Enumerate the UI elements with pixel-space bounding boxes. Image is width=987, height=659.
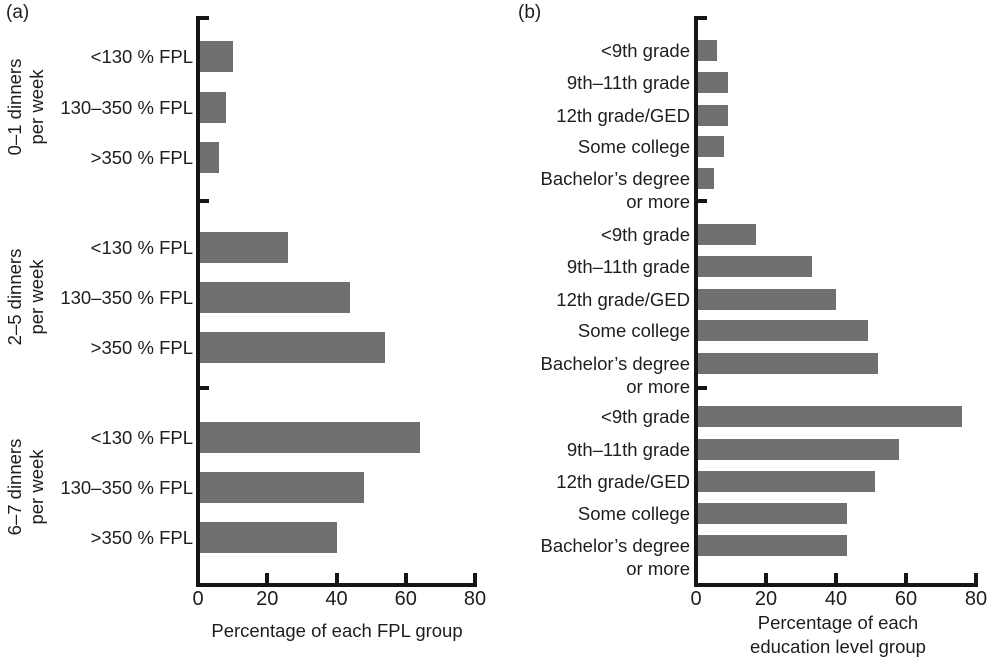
panel-a-label: (a) — [6, 2, 30, 23]
x-tick-label: 60 — [894, 588, 918, 610]
x-axis-tick — [974, 573, 978, 583]
bar — [698, 534, 847, 556]
bar — [698, 438, 899, 460]
x-axis-tick — [473, 573, 477, 583]
category-label: 12th grade/GED — [556, 470, 690, 492]
y-axis — [196, 16, 200, 587]
bar — [698, 288, 836, 310]
x-axis-title: Percentage of each — [757, 612, 919, 633]
bar — [200, 521, 337, 553]
x-tick-label: 0 — [690, 588, 702, 610]
category-label: 12th grade/GED — [556, 104, 690, 126]
category-label: <130 % FPL — [90, 236, 193, 258]
bar — [200, 141, 219, 173]
category-label: 130–350 % FPL — [60, 476, 193, 498]
x-tick-label: 80 — [463, 588, 487, 610]
category-label: Some college — [577, 319, 690, 341]
y-axis-tick — [696, 199, 707, 203]
category-label: 130–350 % FPL — [60, 286, 193, 308]
bar — [698, 352, 878, 374]
x-axis — [196, 583, 477, 587]
bar — [698, 502, 847, 524]
category-label: <9th grade — [601, 223, 690, 245]
bar — [200, 231, 289, 263]
bar — [200, 281, 351, 313]
bar — [698, 470, 875, 492]
x-axis-title: education level group — [750, 636, 926, 657]
bar — [698, 71, 728, 93]
category-label: >350 % FPL — [90, 336, 193, 358]
category-label: <130 % FPL — [90, 45, 193, 67]
bar — [200, 91, 226, 123]
bar — [698, 255, 812, 277]
bar — [698, 39, 717, 61]
x-axis-tick — [904, 573, 908, 583]
category-label: Bachelor’s degree or more — [540, 167, 690, 212]
category-label: 12th grade/GED — [556, 288, 690, 310]
y-axis-tick — [696, 386, 707, 390]
group-label-text: 6–7 dinners per week — [4, 438, 47, 536]
x-tick-label: 60 — [394, 588, 417, 610]
x-tick-label: 0 — [192, 588, 204, 610]
category-label: >350 % FPL — [90, 146, 193, 168]
bar — [200, 331, 385, 363]
bar — [698, 104, 728, 126]
category-label: 9th–11th grade — [566, 71, 690, 93]
bar — [698, 405, 962, 427]
category-label: Some college — [577, 135, 690, 157]
x-axis-tick — [265, 573, 270, 583]
category-label: Some college — [577, 502, 690, 524]
bar — [698, 223, 756, 245]
x-axis-title: Percentage of each FPL group — [211, 620, 463, 641]
category-label: 130–350 % FPL — [60, 96, 193, 118]
x-axis-tick — [334, 573, 339, 583]
x-tick-label: 80 — [964, 588, 987, 610]
x-tick-label: 40 — [325, 588, 348, 610]
bar — [698, 135, 724, 157]
x-tick-label: 20 — [256, 588, 279, 610]
bar — [200, 40, 233, 72]
category-label: 9th–11th grade — [566, 255, 690, 277]
y-axis-tick — [198, 386, 209, 390]
bar — [698, 167, 714, 189]
y-axis-tick — [696, 16, 707, 20]
y-axis-tick — [198, 16, 209, 20]
category-label: 9th–11th grade — [566, 438, 690, 460]
category-label: >350 % FPL — [90, 526, 193, 548]
panel-b-label: (b) — [518, 2, 542, 23]
y-axis — [694, 16, 698, 587]
x-axis — [694, 583, 978, 587]
x-tick-label: 20 — [754, 588, 778, 610]
x-tick-label: 40 — [824, 588, 848, 610]
bar — [200, 421, 420, 453]
x-axis-tick — [764, 573, 768, 583]
category-label: Bachelor’s degree or more — [540, 534, 690, 579]
bar — [200, 471, 365, 503]
category-label: <9th grade — [601, 405, 690, 427]
x-axis-tick — [403, 573, 408, 583]
category-label: Bachelor’s degree or more — [540, 352, 690, 397]
y-axis-tick — [198, 199, 209, 203]
category-label: <130 % FPL — [90, 426, 193, 448]
category-label: <9th grade — [601, 39, 690, 61]
bar — [698, 319, 868, 341]
x-axis-tick — [834, 573, 838, 583]
